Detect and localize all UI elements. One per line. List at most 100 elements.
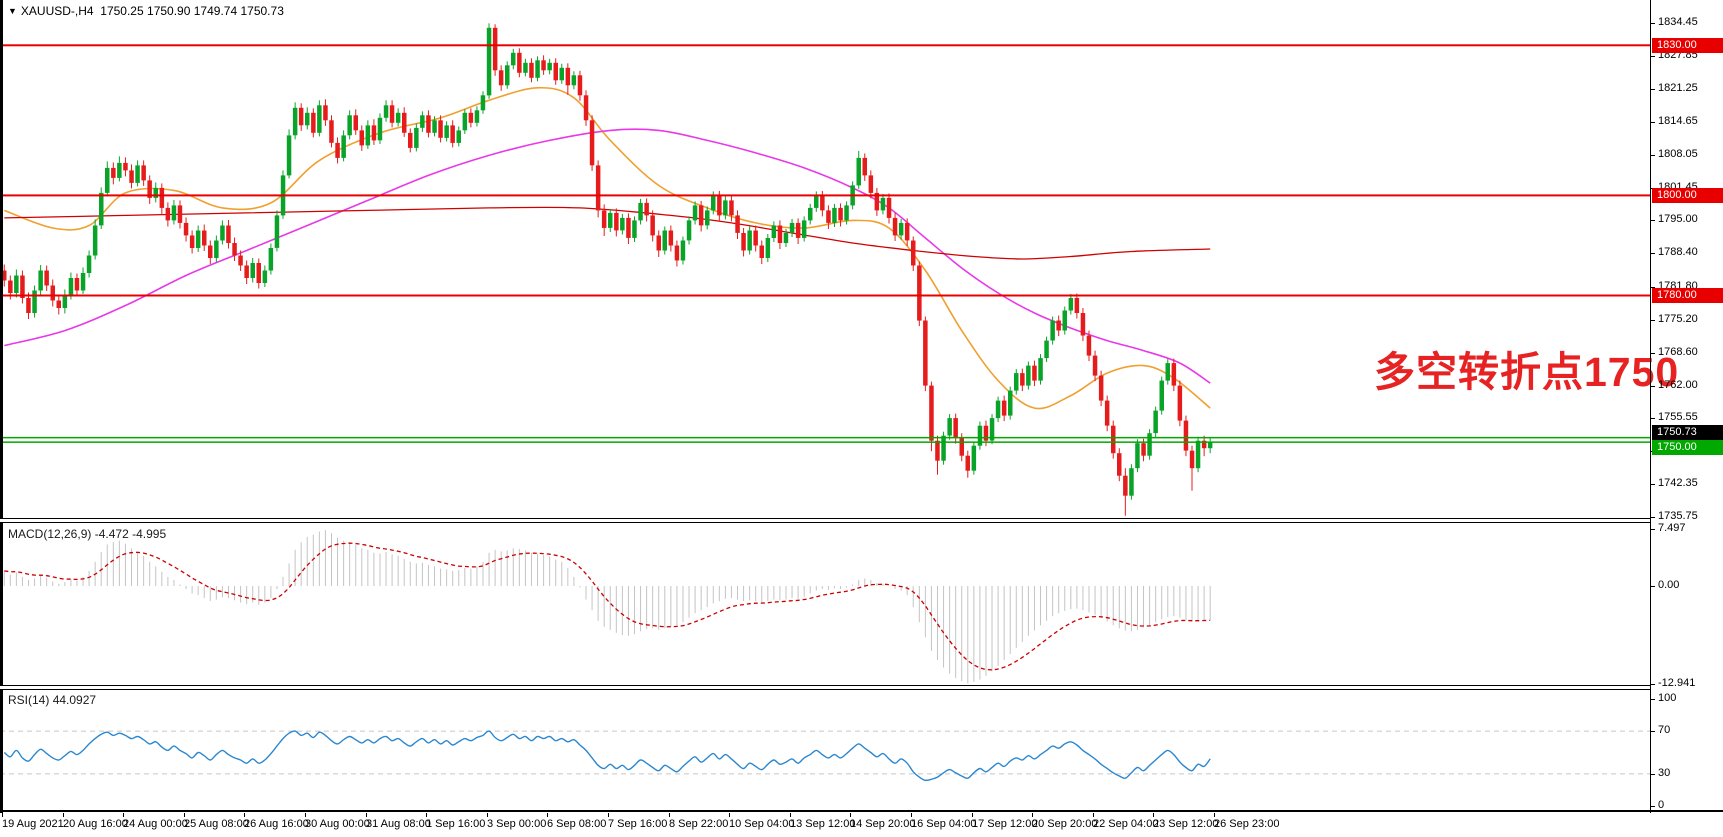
candle [868,170,874,199]
candle [456,126,461,147]
price-pane[interactable] [0,0,1650,518]
support-price-label: 1750.00 [1652,440,1723,455]
candle [777,220,783,249]
candle [808,203,813,225]
candle [886,193,892,224]
time-tick-mark [123,813,124,817]
candle [377,113,383,144]
candle [1074,293,1080,319]
time-tick-label: 22 Sep 04:00 [1093,818,1159,830]
candle [1189,445,1195,491]
candle [1104,395,1110,432]
symbol-info: ▼ XAUUSD-,H4 1750.25 1750.90 1749.74 1750… [8,4,284,18]
candle [632,216,637,242]
time-tick-mark [1093,813,1094,817]
time-tick-label: 3 Sep 00:00 [487,818,547,830]
candle [608,208,613,232]
candle [947,414,952,440]
time-axis-border [0,810,1723,812]
candle [335,137,340,164]
candle [1111,420,1116,459]
candle [444,121,449,142]
rsi-tick-dash [1651,699,1655,700]
candle [904,218,910,246]
candle [492,24,498,76]
rsi-pane[interactable] [0,690,1650,810]
price-tick: 1788.40 [1658,246,1698,258]
price-tick-dash [1651,386,1655,387]
price-tick: 1768.60 [1658,346,1698,358]
candle [541,55,546,75]
price-axis[interactable]: 1834.45 1827.85 1821.25 1814.65 1808.05 1801.… [1650,0,1723,813]
candle [789,218,795,237]
candle [311,108,316,138]
candle [171,199,177,225]
candle [105,161,110,197]
candle [826,205,831,229]
candle [195,225,201,252]
macd-signal-line [4,542,1211,671]
candle [183,217,189,242]
candle [692,201,698,225]
candle [1098,370,1104,407]
time-tick-mark [2,813,3,817]
candle [523,58,528,77]
time-tick-mark [790,813,791,817]
candle [165,202,171,227]
candle [898,218,904,240]
candle [1092,350,1098,382]
candle [353,109,358,135]
pane-separator-main-macd[interactable] [0,518,1650,523]
candle [32,285,37,318]
candle [1014,369,1019,395]
candle [189,230,195,254]
ohlc-close: 1750.73 [240,4,284,18]
candle [553,58,558,85]
time-tick-mark [972,813,973,817]
candle [117,156,122,182]
candle [208,240,213,264]
rsi-tick-dash [1651,806,1655,807]
candle [1177,380,1183,427]
candle [729,195,734,222]
candle [698,200,704,232]
candle [735,210,740,239]
time-tick-label: 17 Sep 12:00 [972,818,1038,830]
candle [226,219,231,249]
price-tick-dash [1651,418,1655,419]
candle [1123,468,1128,516]
level-price-label: 1830.00 [1652,38,1723,53]
candle [498,65,504,91]
candle [462,109,468,134]
candle [1080,308,1086,342]
price-tick: 1795.00 [1658,213,1698,225]
candle [468,108,474,128]
macd-tick: 7.497 [1658,522,1686,534]
candle [783,229,789,247]
candle [1165,359,1170,385]
candle [177,200,183,229]
time-axis[interactable]: 19 Aug 2021 20 Aug 16:00 24 Aug 00:00 25 Au… [0,813,1723,837]
pane-separator-macd-rsi[interactable] [0,685,1650,690]
support-line-1750 [0,441,1650,443]
time-tick-mark [850,813,851,817]
candle [995,396,1001,423]
price-tick-dash [1651,23,1655,24]
candle [2,264,7,287]
candle [402,107,407,137]
candle [420,111,425,132]
macd-pane[interactable] [0,523,1650,685]
candle [638,198,643,225]
candle [129,164,134,189]
time-tick-mark [1032,813,1033,817]
macd-tick: -12.941 [1658,677,1696,689]
ohlc-high: 1750.90 [147,4,191,18]
candle [917,261,922,327]
macd-tick-dash [1651,684,1655,685]
price-tick: 1821.25 [1658,82,1698,94]
candle [1050,316,1055,345]
candle [80,267,86,294]
candle [832,203,837,227]
